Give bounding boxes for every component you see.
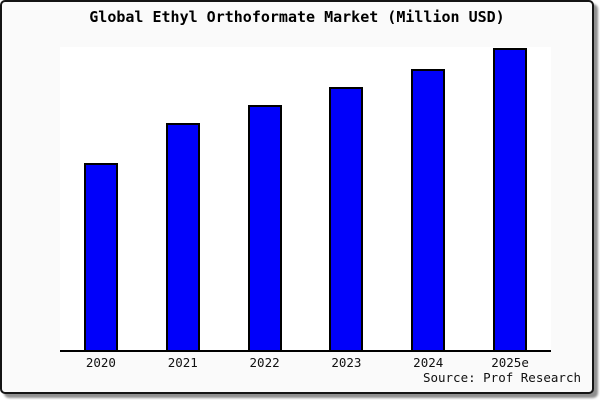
bar-slot bbox=[305, 47, 387, 350]
bar-slot bbox=[387, 47, 469, 350]
plot-area bbox=[60, 47, 551, 352]
bar-2022 bbox=[247, 105, 282, 350]
x-tick-label-2020: 2020 bbox=[85, 355, 116, 370]
bar-2023 bbox=[329, 87, 364, 350]
chart-title: Global Ethyl Orthoformate Market (Millio… bbox=[89, 8, 505, 26]
x-tick-label-2024: 2024 bbox=[413, 355, 444, 370]
x-tick-label-2021: 2021 bbox=[167, 355, 198, 370]
bar-2024 bbox=[411, 69, 446, 350]
bar-2025e bbox=[493, 48, 528, 350]
bar-slot bbox=[469, 47, 551, 350]
bar-slot bbox=[224, 47, 306, 350]
bar-2020 bbox=[83, 163, 118, 350]
x-axis-labels: 2020 2021 2022 2023 2024 2025e bbox=[60, 355, 551, 370]
bar-2021 bbox=[165, 123, 200, 350]
bar-slot bbox=[142, 47, 224, 350]
x-tick-label-2022: 2022 bbox=[249, 355, 280, 370]
x-tick-label-2025e: 2025e bbox=[491, 355, 529, 370]
chart-window: Global Ethyl Orthoformate Market (Millio… bbox=[0, 0, 594, 394]
x-tick-label-2023: 2023 bbox=[331, 355, 362, 370]
bar-slot bbox=[60, 47, 142, 350]
source-note: Source: Prof Research bbox=[422, 370, 581, 385]
